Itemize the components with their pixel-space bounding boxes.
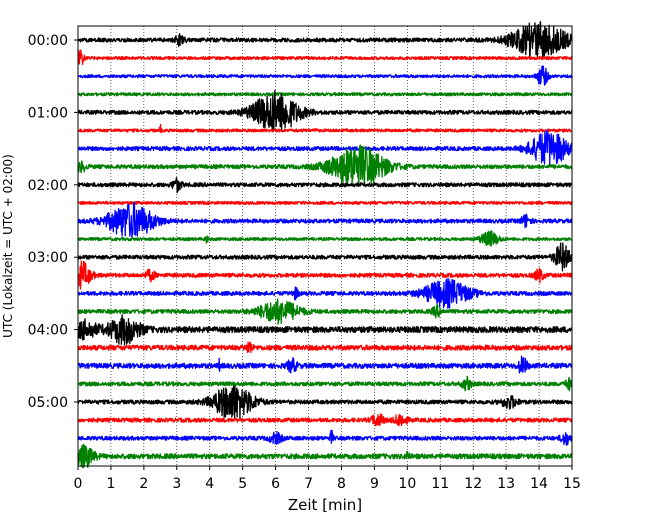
trace-0145	[77, 144, 573, 186]
x-tick-label: 4	[205, 476, 214, 492]
y-tick-label: 04:00	[28, 323, 68, 339]
x-tick-label: 0	[74, 476, 83, 492]
x-tick-label: 9	[370, 476, 379, 492]
x-tick-label: 8	[337, 476, 346, 492]
trace-0215	[77, 200, 573, 206]
trace-0230	[77, 201, 573, 239]
x-tick-label: 7	[304, 476, 313, 492]
trace-0430	[77, 355, 573, 374]
trace-0045	[77, 92, 573, 97]
x-tick-label: 12	[464, 476, 482, 492]
plot-frame	[77, 25, 573, 467]
x-tick-label: 10	[398, 476, 416, 492]
trace-0245	[77, 230, 573, 247]
x-axis-label: Zeit [min]	[288, 496, 362, 514]
trace-0545	[77, 443, 573, 469]
plot-background	[78, 26, 572, 466]
x-tick-label: 11	[431, 476, 449, 492]
y-axis-label: UTC (Lokalzeit = UTC + 02:00)	[1, 154, 15, 338]
y-tick-label: 05:00	[28, 395, 68, 411]
x-tick-label: 1	[106, 476, 115, 492]
seismic-traces	[77, 21, 573, 469]
x-axis-ticks: 0 1 2 3 4 5 6 7 8 9 10 11 12 13 14 15	[74, 466, 581, 492]
trace-0400	[77, 314, 573, 346]
x-tick-label: 2	[139, 476, 148, 492]
y-tick-label: 03:00	[28, 250, 68, 266]
y-axis-ticks: 00:00 01:00 02:00 03:00 04:00 05:00	[28, 33, 78, 411]
x-tick-label: 6	[271, 476, 280, 492]
x-tick-label: 13	[497, 476, 515, 492]
trace-0130	[77, 129, 573, 166]
trace-0345	[77, 298, 573, 325]
trace-0015	[77, 49, 573, 66]
trace-0515	[77, 413, 573, 427]
trace-0115	[77, 123, 573, 134]
x-tick-label: 15	[563, 476, 581, 492]
trace-0200	[77, 177, 573, 194]
y-tick-label: 01:00	[28, 105, 68, 121]
y-tick-label: 00:00	[28, 33, 68, 49]
x-tick-label: 5	[238, 476, 247, 492]
trace-0100	[77, 89, 573, 132]
trace-0000	[77, 21, 573, 59]
trace-0315	[77, 260, 573, 290]
x-tick-label: 14	[530, 476, 548, 492]
trace-0030	[77, 65, 573, 86]
trace-0330	[77, 278, 573, 309]
trace-0445	[77, 375, 573, 392]
trace-0530	[77, 429, 573, 446]
trace-0500	[77, 384, 573, 420]
x-tick-label: 3	[172, 476, 181, 492]
y-tick-label: 02:00	[28, 178, 68, 194]
trace-0300	[77, 242, 573, 272]
trace-0415	[77, 341, 573, 354]
